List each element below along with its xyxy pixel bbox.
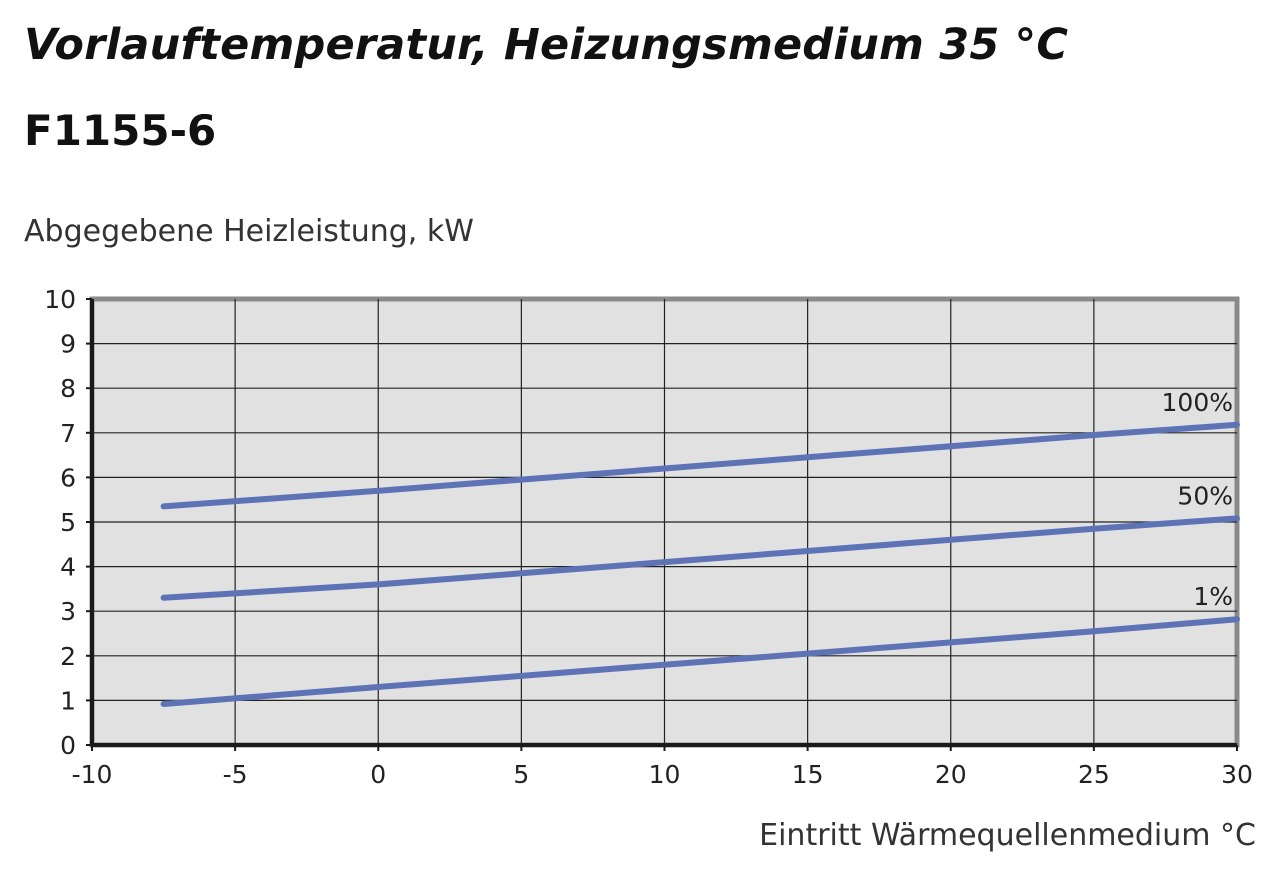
- series-label: 50%: [1177, 481, 1233, 510]
- y-tick-label: 10: [44, 285, 76, 314]
- x-tick-label: 5: [513, 760, 529, 789]
- x-tick-label: 30: [1221, 760, 1253, 789]
- series-lines: [160, 421, 1240, 707]
- series-label: 100%: [1162, 388, 1233, 417]
- y-tick-label: 1: [60, 686, 76, 715]
- x-tick-label: 10: [649, 760, 681, 789]
- y-tick-label: 2: [60, 642, 76, 671]
- chart-subtitle: F1155-6: [24, 106, 217, 155]
- y-tick-label: 5: [60, 508, 76, 537]
- x-tick-label: 20: [935, 760, 967, 789]
- x-axis-ticks: -10 -5 0 5 10 15 20 25 30: [72, 745, 1253, 789]
- y-tick-label: 0: [60, 731, 76, 760]
- series-line: [160, 515, 1240, 601]
- x-tick-label: 15: [792, 760, 824, 789]
- chart-title: Vorlauftemperatur, Heizungsmedium 35 °C: [24, 20, 1069, 70]
- y-tick-label: 6: [60, 463, 76, 492]
- y-axis-label: Abgegebene Heizleistung, kW: [24, 214, 474, 249]
- x-axis-label: Eintritt Wärmequellenmedium °C: [759, 818, 1256, 853]
- x-tick-label: -5: [223, 760, 248, 789]
- series-labels: 100% 50% 1%: [1162, 388, 1233, 611]
- y-axis-ticks: 0 1 2 3 4 5 6 7 8 9 10: [44, 285, 92, 760]
- series-label: 1%: [1193, 582, 1233, 611]
- y-tick-label: 3: [60, 597, 76, 626]
- y-tick-label: 9: [60, 330, 76, 359]
- y-tick-label: 7: [60, 419, 76, 448]
- x-tick-label: -10: [72, 760, 113, 789]
- x-tick-label: 0: [370, 760, 386, 789]
- y-tick-label: 8: [60, 374, 76, 403]
- series-line: [160, 616, 1240, 707]
- y-tick-label: 4: [60, 553, 76, 582]
- series-line: [160, 421, 1240, 510]
- x-tick-label: 25: [1078, 760, 1110, 789]
- grid-lines: [92, 299, 1237, 745]
